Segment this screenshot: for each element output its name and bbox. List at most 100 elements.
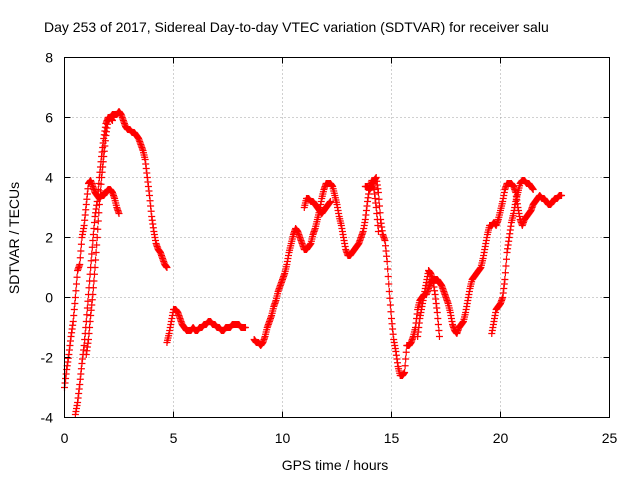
data-point [80, 342, 88, 349]
data-point [72, 280, 80, 288]
data-point [89, 231, 97, 238]
data-point [86, 270, 94, 278]
data-points [61, 108, 566, 418]
data-point [76, 254, 84, 262]
y-axis-label: SDTVAR / TECUs [6, 182, 22, 294]
series-tr2 [82, 108, 171, 358]
data-point [71, 294, 79, 301]
data-point [69, 318, 77, 325]
x-tick-label: 0 [61, 430, 69, 446]
data-point [77, 240, 85, 248]
series-tr9 [488, 177, 537, 337]
series-tr8 [414, 267, 443, 340]
data-point [115, 210, 123, 217]
data-point [92, 249, 100, 256]
data-point [163, 264, 171, 271]
data-point [76, 261, 84, 268]
data-point [501, 276, 509, 283]
data-point [94, 217, 102, 225]
data-point [402, 355, 410, 363]
y-tick-label: 2 [45, 230, 53, 246]
y-tick-label: -2 [41, 350, 54, 366]
series-tr3 [71, 114, 116, 418]
x-tick-label: 20 [493, 430, 509, 446]
y-tick-label: 8 [45, 50, 53, 66]
data-point [89, 237, 97, 244]
data-point [85, 284, 93, 292]
data-point [402, 348, 410, 356]
data-point [93, 198, 101, 205]
data-point [87, 257, 95, 265]
data-point [326, 198, 334, 205]
data-point [95, 180, 103, 187]
data-point [434, 315, 442, 322]
data-point [83, 311, 91, 319]
data-point [87, 264, 95, 271]
series-tr6 [300, 195, 334, 217]
data-point [558, 192, 566, 199]
data-point [81, 330, 89, 337]
x-tick-label: 5 [170, 430, 178, 446]
data-point [376, 202, 384, 210]
data-point [374, 189, 382, 196]
grid [64, 57, 610, 418]
series-tr7 [361, 174, 566, 379]
data-point [373, 210, 381, 217]
data-point [374, 228, 382, 235]
data-point [83, 304, 91, 312]
data-point [86, 277, 94, 285]
data-point [84, 291, 92, 298]
data-point [433, 309, 441, 316]
series-tr5 [250, 177, 382, 349]
data-point [502, 255, 510, 263]
data-point [384, 265, 392, 273]
y-tick-label: 0 [45, 290, 53, 306]
x-tick-labels: 0 5 10 15 20 25 [61, 430, 618, 446]
data-point [376, 209, 384, 217]
x-tick-label: 25 [602, 430, 618, 446]
data-point [82, 318, 90, 325]
series-tr4 [163, 306, 249, 346]
data-point [375, 195, 383, 203]
data-point [386, 294, 394, 302]
data-point [82, 324, 90, 331]
data-point [386, 301, 394, 309]
chart-title: Day 253 of 2017, Sidereal Day-to-day VTE… [44, 19, 549, 35]
data-point [88, 250, 96, 258]
data-point [108, 117, 116, 124]
data-point [94, 192, 102, 199]
y-tick-labels: -4 -2 0 2 4 6 8 [41, 50, 54, 426]
data-point [383, 258, 391, 265]
data-point [70, 306, 78, 313]
data-point [94, 186, 102, 193]
data-point [384, 273, 392, 280]
series-tr1 [61, 177, 123, 391]
data-point [73, 273, 81, 281]
data-point [435, 327, 443, 334]
data-point [92, 256, 100, 264]
data-point [434, 321, 442, 328]
data-point [401, 369, 409, 376]
data-point [501, 269, 509, 277]
x-axis-label: GPS time / hours [282, 457, 389, 473]
y-tick-label: 6 [45, 110, 53, 126]
data-point [241, 324, 249, 331]
data-point [502, 262, 510, 270]
axis-ticks [64, 57, 610, 418]
data-point [84, 297, 92, 305]
data-point [88, 243, 96, 251]
y-tick-label: 4 [45, 170, 53, 186]
data-point [90, 225, 98, 232]
data-point [435, 333, 443, 340]
data-point [94, 225, 102, 233]
data-point [387, 308, 395, 316]
x-tick-label: 15 [384, 430, 400, 446]
data-point [529, 186, 537, 193]
data-point [385, 280, 393, 288]
data-point [90, 219, 98, 226]
data-point [77, 247, 85, 255]
y-tick-label: -4 [41, 410, 54, 426]
data-point [72, 287, 80, 295]
data-point [401, 362, 409, 370]
